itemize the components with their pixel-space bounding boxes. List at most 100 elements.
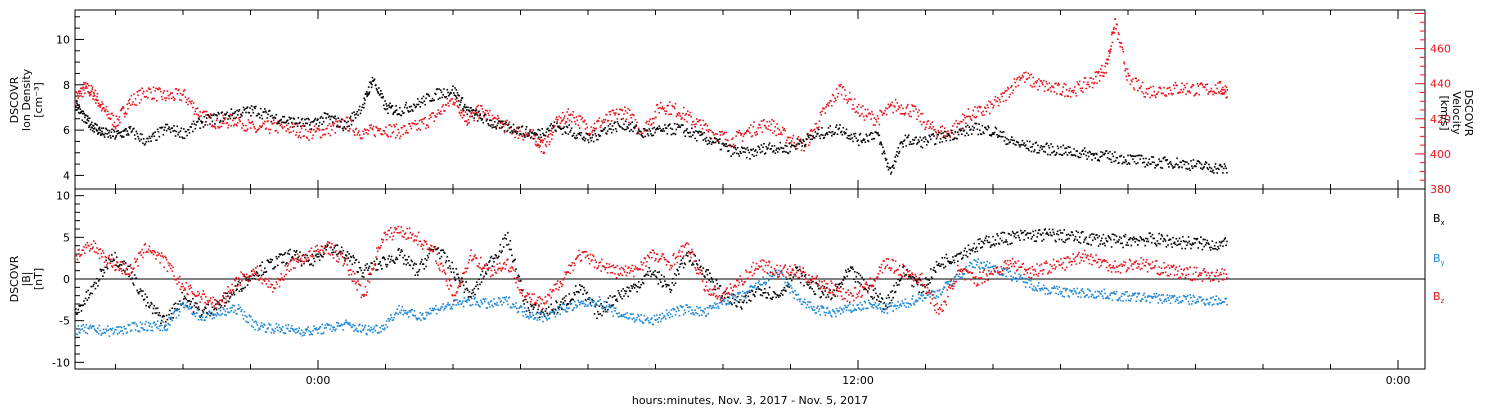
bx-point <box>281 261 283 264</box>
velocity-point <box>82 89 85 91</box>
bx-point <box>654 270 656 272</box>
velocity-point <box>273 119 275 121</box>
bx-point <box>1088 236 1091 238</box>
bx-point <box>880 297 883 299</box>
velocity-point <box>148 88 151 90</box>
bx-point <box>810 281 813 284</box>
bx-point <box>1209 246 1211 249</box>
velocity-point <box>514 136 516 139</box>
bx-point <box>1051 228 1054 231</box>
velocity-point <box>897 108 899 110</box>
velocity-point <box>97 99 99 102</box>
bx-point <box>1060 238 1063 241</box>
velocity-point <box>1069 96 1072 98</box>
density-point <box>619 125 621 128</box>
velocity-point <box>872 124 875 126</box>
velocity-point <box>1129 83 1132 86</box>
bx-point <box>969 252 971 255</box>
velocity-point <box>1136 80 1138 83</box>
velocity-point <box>277 131 279 134</box>
density-point <box>478 110 480 113</box>
density-point <box>119 132 121 134</box>
velocity-point <box>1057 82 1060 85</box>
density-point <box>753 155 755 157</box>
velocity-point <box>85 86 88 88</box>
density-point <box>1105 150 1107 152</box>
velocity-point <box>637 127 640 130</box>
velocity-point <box>975 115 978 118</box>
density-point <box>503 130 506 132</box>
velocity-point <box>356 134 359 136</box>
density-point <box>832 133 835 135</box>
density-point <box>108 129 111 132</box>
by-point <box>303 334 305 336</box>
density-point <box>564 131 566 133</box>
density-point <box>496 124 498 127</box>
density-point <box>446 88 449 91</box>
by-point <box>400 309 403 311</box>
density-point <box>98 126 101 129</box>
velocity-point <box>1151 94 1154 97</box>
density-point <box>1039 146 1042 149</box>
velocity-point <box>1200 82 1203 84</box>
by-point <box>174 310 176 313</box>
velocity-point <box>719 134 722 136</box>
bx-point <box>1093 236 1096 239</box>
density-point <box>395 105 397 107</box>
bx-point <box>313 260 316 263</box>
density-point <box>406 107 408 109</box>
velocity-point <box>1072 91 1074 94</box>
bx-point <box>326 245 328 248</box>
bx-point <box>940 263 943 266</box>
bx-point <box>849 270 851 272</box>
bx-point <box>799 268 801 271</box>
density-point <box>1032 143 1034 145</box>
bx-point <box>88 297 90 299</box>
bx-point <box>354 261 356 264</box>
density-point <box>594 132 597 135</box>
density-point <box>274 117 277 119</box>
density-point <box>961 127 964 130</box>
density-point <box>412 103 415 106</box>
density-point <box>313 120 315 122</box>
velocity-point <box>131 103 134 106</box>
bx-point <box>564 300 566 302</box>
velocity-point <box>1011 92 1014 94</box>
density-point <box>1132 155 1135 157</box>
velocity-point <box>95 98 98 101</box>
velocity-point <box>913 105 916 107</box>
bx-point <box>327 244 329 246</box>
bx-point <box>868 284 871 287</box>
by-point <box>237 304 240 306</box>
velocity-point <box>1143 96 1146 98</box>
velocity-point <box>529 129 531 131</box>
bx-point <box>840 286 842 288</box>
by-point <box>233 305 236 307</box>
velocity-point <box>731 138 733 141</box>
velocity-point <box>1052 86 1055 89</box>
velocity-point <box>1128 74 1131 77</box>
bx-point <box>880 301 882 303</box>
by-point <box>190 307 192 310</box>
by-point <box>342 329 345 331</box>
bx-point <box>690 251 692 254</box>
bx-point <box>554 308 557 311</box>
velocity-point <box>288 131 291 134</box>
by-point <box>363 328 365 330</box>
velocity-point <box>417 127 420 130</box>
density-point <box>891 166 893 168</box>
bx-point <box>199 316 201 318</box>
bx-point <box>350 256 353 259</box>
velocity-point <box>630 117 633 119</box>
bx-point <box>498 250 501 253</box>
bx-point <box>685 254 687 257</box>
bx-point <box>925 284 928 286</box>
density-point <box>647 134 650 137</box>
by-point <box>361 324 363 327</box>
bx-point <box>1132 239 1134 241</box>
density-point <box>232 112 234 115</box>
density-point <box>702 139 705 141</box>
by-point <box>374 329 377 332</box>
by-point <box>295 332 297 334</box>
velocity-point <box>279 124 282 127</box>
